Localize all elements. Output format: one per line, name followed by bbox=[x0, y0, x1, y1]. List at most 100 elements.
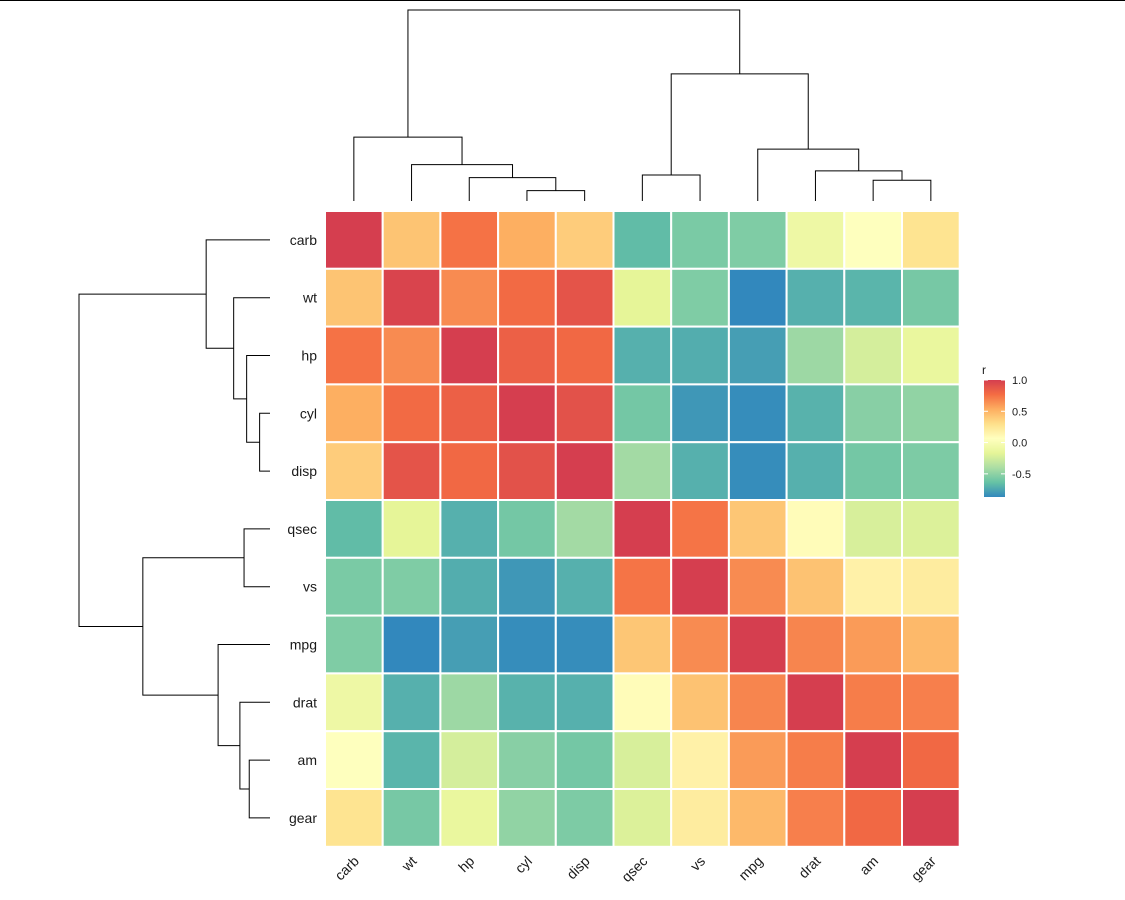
heatmap-cell bbox=[497, 556, 557, 617]
heatmap-cell bbox=[612, 788, 673, 848]
heatmap-cell bbox=[324, 267, 384, 328]
heatmap-cell bbox=[381, 441, 442, 502]
heatmap-cell bbox=[727, 556, 788, 617]
heatmap-cell bbox=[554, 672, 615, 733]
heatmap-cell bbox=[497, 210, 557, 270]
row-labels: carb wt hp cyl disp qsec vs mpg drat am gear bbox=[287, 232, 317, 826]
heatmap-cell bbox=[670, 499, 730, 559]
heatmap-cell bbox=[727, 672, 788, 733]
column-label: carb bbox=[331, 853, 362, 884]
heatmap-cell bbox=[381, 210, 442, 270]
heatmap-cell bbox=[554, 556, 615, 617]
heatmap-cell bbox=[439, 383, 500, 444]
heatmap-cell bbox=[324, 325, 384, 386]
heatmap-cell bbox=[901, 210, 961, 270]
legend-ticks: 1.0 0.5 0.0 -0.5 bbox=[984, 375, 1031, 481]
heatmap-cell bbox=[439, 325, 500, 386]
heatmap-cell bbox=[843, 325, 903, 386]
heatmap-cell bbox=[670, 730, 730, 791]
heatmap-cell bbox=[612, 614, 673, 675]
color-legend: r 1.0 0.5 0.0 -0.5 bbox=[982, 363, 1031, 497]
heatmap-cell bbox=[554, 325, 615, 386]
dendrogram-branch bbox=[248, 759, 270, 819]
dendrogram-branch bbox=[243, 528, 270, 588]
heatmap-cell bbox=[612, 325, 673, 386]
row-label: drat bbox=[293, 694, 317, 710]
dendrogram-branch bbox=[468, 177, 557, 201]
heatmap-cell bbox=[381, 730, 442, 791]
heatmap-cell bbox=[439, 614, 500, 675]
dendrogram-branch bbox=[814, 170, 903, 201]
heatmap-cell bbox=[497, 672, 557, 733]
heatmap-cell bbox=[785, 499, 846, 559]
heatmap-cell bbox=[497, 383, 557, 444]
heatmap-cell bbox=[670, 441, 730, 502]
column-label: qsec bbox=[618, 853, 650, 885]
heatmap-cell bbox=[727, 441, 788, 502]
dendrogram-branch bbox=[757, 148, 860, 201]
top-border-line bbox=[0, 0, 1125, 1]
heatmap-cell bbox=[439, 210, 500, 270]
row-label: hp bbox=[301, 348, 317, 364]
heatmap-cell bbox=[324, 499, 384, 559]
heatmap-cell bbox=[497, 441, 557, 502]
legend-title: r bbox=[982, 363, 986, 377]
dendrogram-branch bbox=[78, 293, 207, 627]
heatmap-cell bbox=[843, 267, 903, 328]
column-label: drat bbox=[795, 853, 823, 881]
heatmap-cell bbox=[727, 499, 788, 559]
heatmap-cell bbox=[785, 383, 846, 444]
heatmap-cell bbox=[554, 499, 615, 559]
heatmap-cell bbox=[901, 730, 961, 791]
heatmap-cell bbox=[439, 556, 500, 617]
heatmap-cell bbox=[670, 383, 730, 444]
heatmap-cell bbox=[439, 441, 500, 502]
heatmap-cell bbox=[324, 210, 384, 270]
row-label: vs bbox=[303, 579, 317, 595]
heatmap-cell bbox=[497, 788, 557, 848]
heatmap-cell bbox=[324, 614, 384, 675]
legend-colorbar bbox=[984, 380, 1005, 497]
row-label: disp bbox=[291, 463, 317, 479]
heatmap-cell bbox=[554, 788, 615, 848]
heatmap-cell bbox=[612, 672, 673, 733]
heatmap-cell bbox=[439, 730, 500, 791]
heatmap-cell bbox=[439, 267, 500, 328]
heatmap-cell bbox=[785, 441, 846, 502]
heatmap-cell bbox=[381, 325, 442, 386]
dendrogram-branch bbox=[411, 164, 514, 201]
heatmap-cell bbox=[670, 325, 730, 386]
heatmap-cell bbox=[670, 210, 730, 270]
heatmap-cell bbox=[901, 267, 961, 328]
legend-tick-label: -0.5 bbox=[1012, 469, 1031, 481]
heatmap-cell bbox=[727, 788, 788, 848]
heatmap-cell bbox=[612, 383, 673, 444]
dendrogram-branch bbox=[641, 174, 701, 201]
row-label: qsec bbox=[287, 521, 317, 537]
heatmap-cell bbox=[439, 499, 500, 559]
heatmap-cell bbox=[901, 383, 961, 444]
row-label: carb bbox=[290, 232, 317, 248]
column-label: vs bbox=[687, 853, 708, 874]
heatmap-cell bbox=[497, 499, 557, 559]
column-label: am bbox=[856, 853, 881, 878]
heatmap-cell bbox=[727, 210, 788, 270]
row-label: gear bbox=[289, 810, 317, 826]
heatmap-cell bbox=[785, 730, 846, 791]
row-label: wt bbox=[302, 290, 317, 306]
column-label: gear bbox=[908, 853, 939, 884]
column-dendrogram bbox=[353, 9, 932, 201]
heatmap-cell bbox=[381, 788, 442, 848]
heatmap-cell bbox=[785, 210, 846, 270]
heatmap-cell bbox=[843, 383, 903, 444]
column-labels: carb wt hp cyl disp qsec vs mpg drat am gear bbox=[331, 853, 939, 885]
heatmap-cell bbox=[381, 614, 442, 675]
legend-tick-label: 1.0 bbox=[1012, 375, 1027, 387]
heatmap-cell bbox=[843, 614, 903, 675]
heatmap-cell bbox=[901, 556, 961, 617]
heatmap-cell bbox=[670, 267, 730, 328]
legend-tick-label: 0.5 bbox=[1012, 406, 1027, 418]
heatmap-cell bbox=[901, 325, 961, 386]
heatmap-cell bbox=[612, 441, 673, 502]
